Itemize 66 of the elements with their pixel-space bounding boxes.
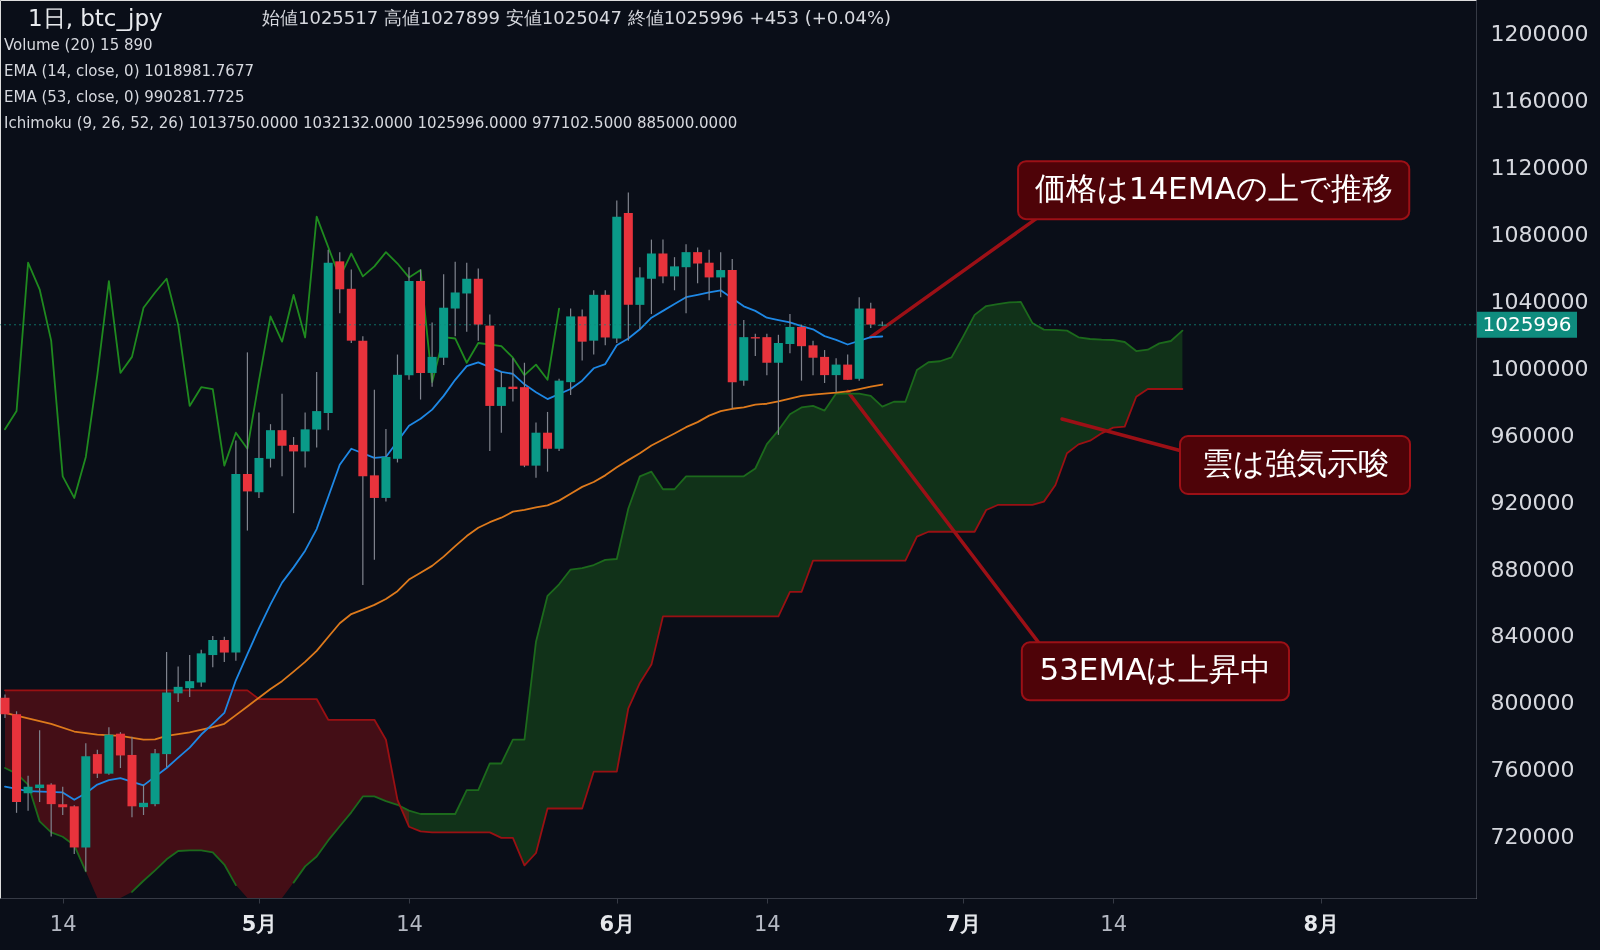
y-tick-label: 1120000 (1490, 154, 1589, 180)
candlestick (92, 749, 102, 779)
candlestick (450, 261, 460, 337)
y-tick-label: 800000 (1490, 690, 1575, 716)
candlestick (115, 731, 125, 769)
x-tick-label: 14 (1100, 911, 1128, 936)
candlestick (369, 389, 379, 561)
x-tick-label: 8月 (1303, 911, 1340, 936)
candlestick (427, 321, 437, 388)
candlestick (277, 393, 287, 477)
line-series (4, 215, 560, 499)
ref-line-label: 1025996 (1482, 311, 1572, 336)
candlestick (831, 357, 841, 393)
x-tick-label: 6月 (599, 911, 636, 936)
candlestick (496, 371, 506, 434)
y-tick-label: 760000 (1490, 757, 1575, 783)
candlestick (681, 243, 691, 314)
candlestick (289, 436, 299, 514)
candlestick (843, 353, 853, 381)
candlestick (808, 340, 818, 376)
candlestick (785, 313, 795, 354)
y-tick-label: 1000000 (1490, 355, 1589, 381)
candlestick (543, 411, 553, 473)
x-tick-label: 14 (49, 911, 77, 936)
x-tick-label: 14 (396, 911, 423, 936)
y-tick-label: 880000 (1490, 556, 1575, 582)
candlestick (796, 324, 806, 382)
chart-title: 1日, btc_jpy (28, 5, 163, 31)
x-tick-label: 5月 (241, 911, 278, 936)
annotation: Volume (20) 15 890 (4, 36, 153, 54)
candlestick (173, 665, 183, 703)
y-tick-label: 840000 (1490, 623, 1575, 649)
candlestick (658, 239, 668, 284)
candlestick (866, 302, 876, 329)
y-tick-label: 720000 (1490, 824, 1575, 850)
annotation: EMA (53, close, 0) 990281.7725 (4, 88, 245, 106)
y-tick-label: 1200000 (1490, 21, 1589, 47)
annotation: 53EMAは上昇中 (1039, 651, 1272, 688)
candlestick (820, 349, 830, 384)
candlestick (242, 351, 252, 532)
annotation: 雲は強気示唆 (1201, 445, 1389, 481)
annotation: 始値1025517 高値1027899 安値1025047 終値1025996 +453 (+0.04%) (262, 7, 892, 28)
candlestick (716, 251, 726, 298)
candlestick (670, 256, 680, 291)
x-tick-label: 14 (753, 911, 781, 936)
y-tick-label: 960000 (1490, 422, 1575, 448)
x-tick-label: 7月 (945, 911, 982, 936)
candlestick (139, 783, 149, 816)
candlestick (0, 693, 10, 719)
y-tick-label: 1160000 (1490, 88, 1589, 114)
candlestick (300, 411, 310, 469)
candlestick (185, 654, 195, 698)
candlestick (704, 249, 714, 301)
candlestick (312, 371, 322, 449)
candlestick (219, 636, 229, 663)
annotation: Ichimoku (9, 26, 52, 26) 1013750.0000 1032132.0000 1025996.0000 977102.5000 885000.0000 (4, 114, 738, 132)
annotation: 価格は14EMAの上で推移 (1034, 170, 1393, 207)
y-tick-label: 1080000 (1490, 221, 1589, 247)
candlestick (208, 635, 218, 668)
annotation: EMA (14, close, 0) 1018981.7677 (4, 62, 255, 80)
candlestick (693, 246, 703, 284)
y-tick-label: 920000 (1490, 489, 1575, 515)
candlestick (773, 334, 783, 436)
y-tick-label: 1040000 (1490, 288, 1589, 314)
candlestick (462, 262, 472, 333)
line-series (4, 289, 884, 801)
